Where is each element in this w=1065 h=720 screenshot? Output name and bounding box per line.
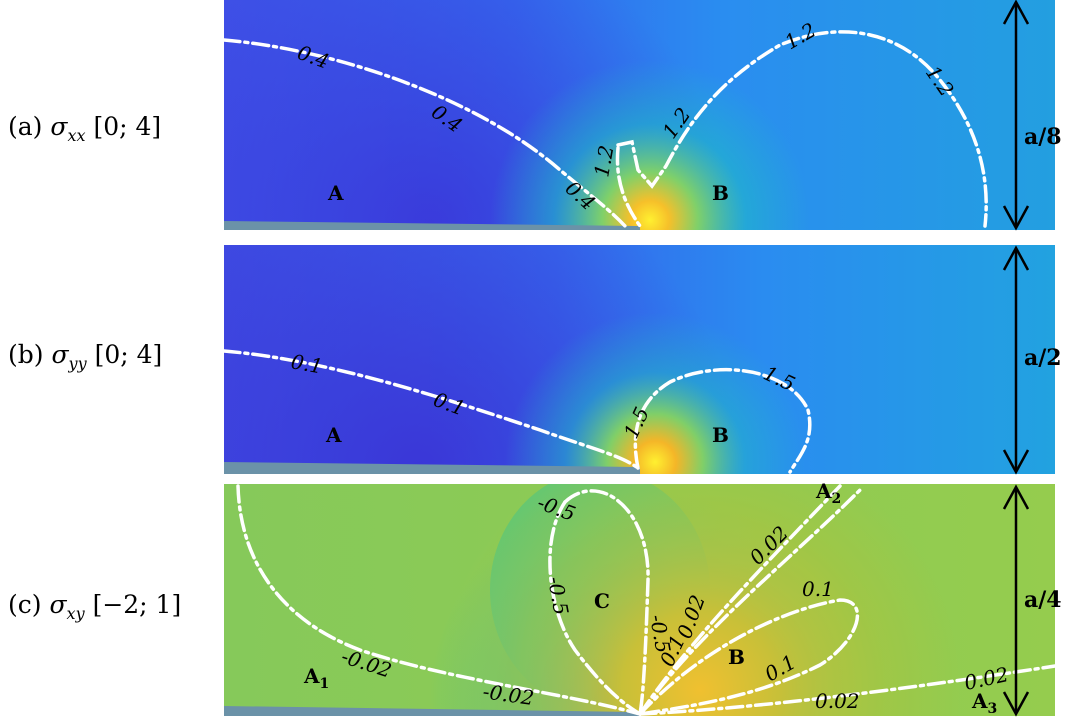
region-label: C	[594, 589, 610, 613]
substrate-a	[224, 221, 640, 230]
region-label: A1	[303, 664, 329, 692]
region-label: A	[327, 181, 344, 205]
panel-label-b: (b) σyy [0; 4]	[8, 340, 163, 373]
contour-label: 0.02	[815, 689, 860, 713]
region-label: B	[712, 423, 729, 447]
dimension-arrow-b	[1002, 245, 1030, 475]
panel-a: 0.4 0.4 0.4 1.2 1.2 1.2 1.2 A B a/8	[222, 0, 1062, 231]
contours-a	[222, 30, 988, 228]
contours-c	[236, 484, 1057, 716]
contour-label: 0.1	[289, 349, 324, 378]
panel-label-a: (a) σxx [0; 4]	[8, 112, 162, 145]
panel-b: 0.1 0.1 1.5 1.5 A B a/2	[222, 245, 1062, 475]
region-label: A2	[815, 479, 841, 507]
dimension-arrow-a	[1002, 0, 1030, 231]
dimension-label-c: a/4	[1024, 587, 1062, 613]
region-label: A	[325, 423, 342, 447]
region-label: B	[712, 181, 729, 205]
dimension-label-b: a/2	[1024, 345, 1062, 371]
dimension-arrow-c	[1002, 484, 1030, 717]
contours-b	[222, 349, 812, 474]
panel-label-c: (c) σxy [−2; 1]	[8, 590, 182, 623]
dimension-label-a: a/8	[1024, 124, 1062, 150]
contour-label: 1.2	[589, 143, 618, 178]
region-label: A3	[971, 689, 997, 717]
panel-c: -0.5 -0.5 -0.5 0.02 0.02 0.1 0.1 0.1 -0.…	[224, 479, 1062, 717]
region-label: B	[728, 645, 745, 669]
substrate-b	[224, 462, 640, 474]
contour-label: 0.1	[802, 577, 834, 601]
substrate-c	[224, 706, 640, 716]
